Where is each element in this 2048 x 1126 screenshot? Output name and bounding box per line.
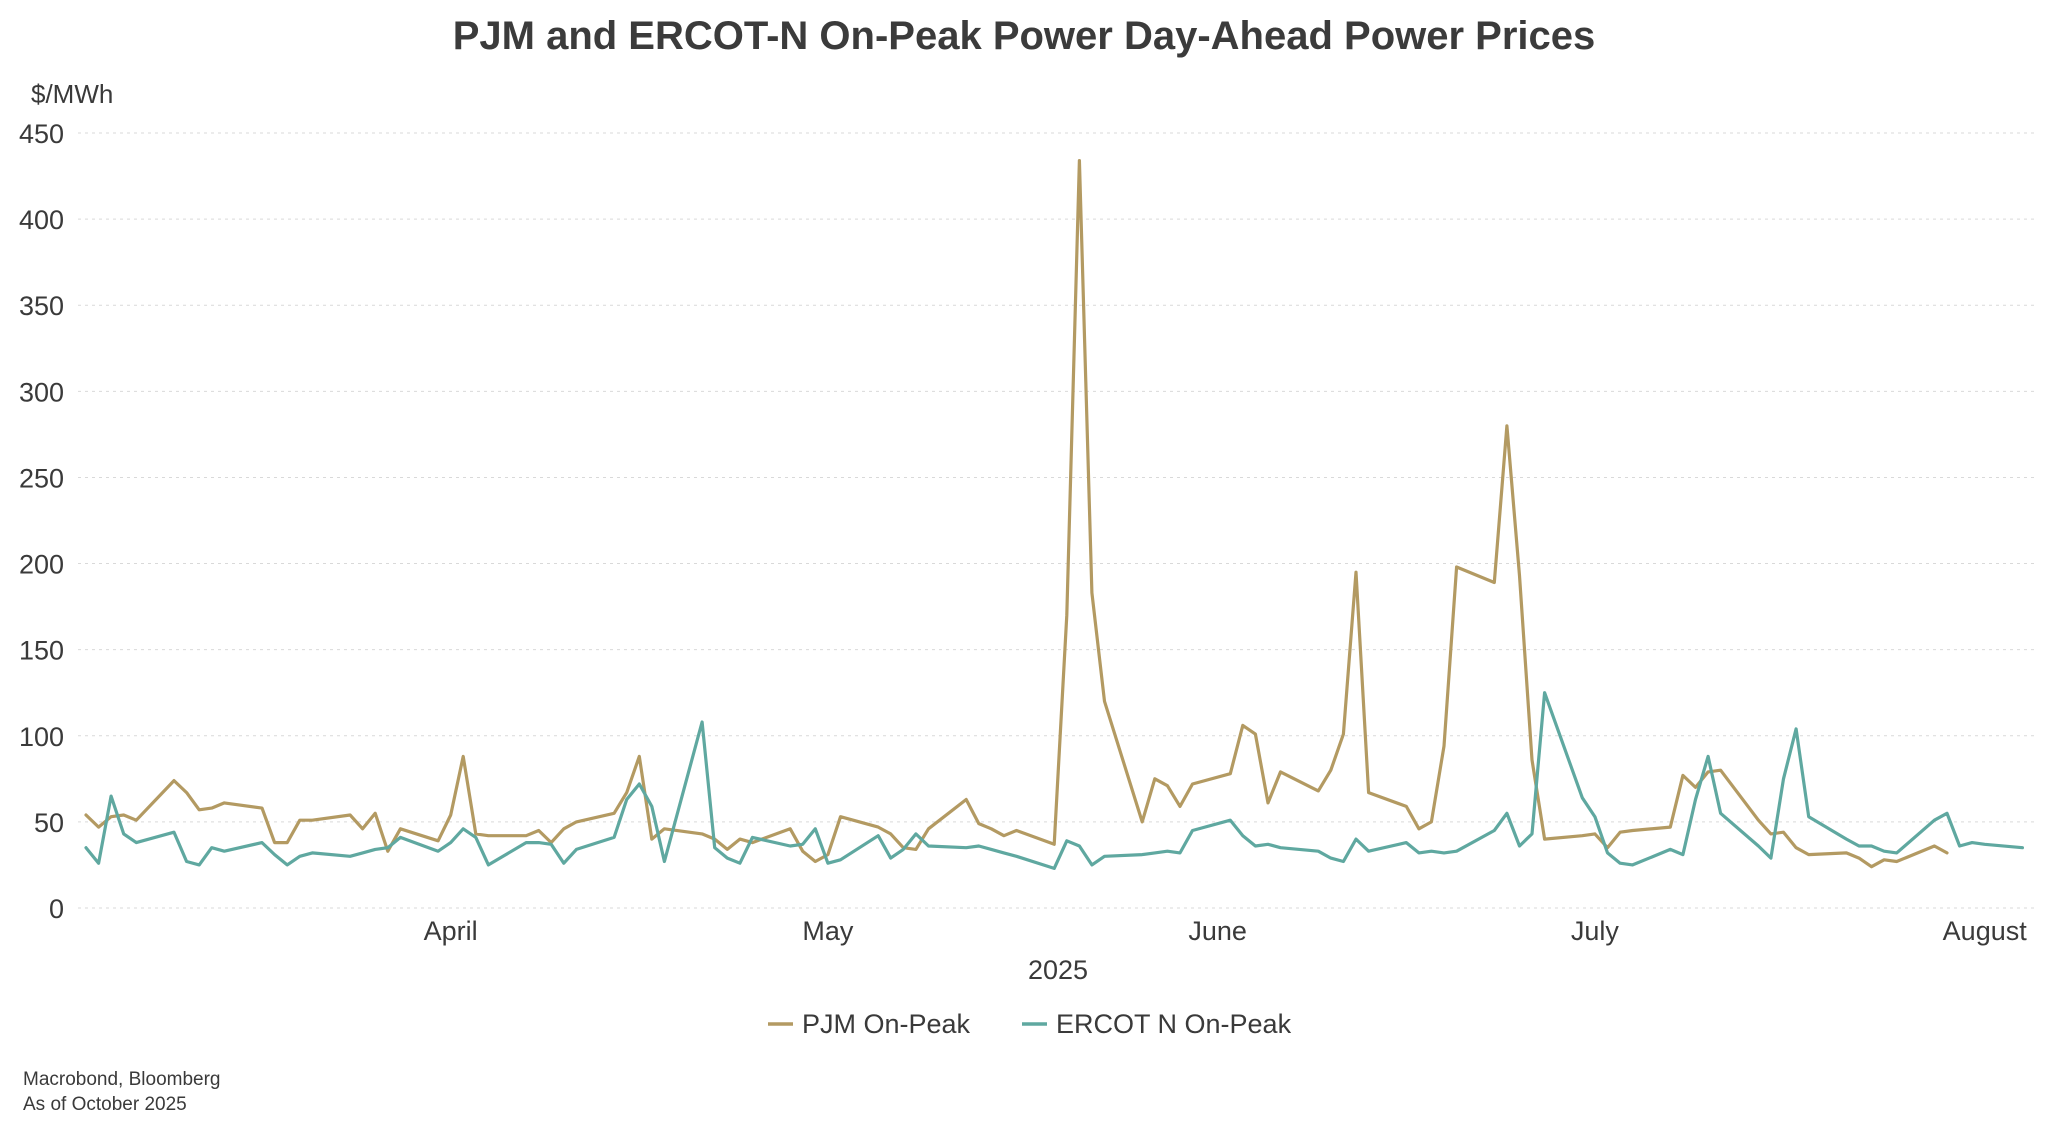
legend: PJM On-Peak ERCOT N On-Peak	[768, 1009, 1292, 1039]
y-tick-label: 400	[19, 205, 64, 235]
y-axis-ticks: 0 50 100 150 200 250 300 350 400 450	[19, 119, 64, 924]
y-axis-label: $/MWh	[31, 79, 113, 109]
series-line-pjm-on-peak	[84, 159, 1949, 869]
x-tick-label: May	[802, 916, 854, 946]
x-axis-label: 2025	[1028, 955, 1088, 985]
y-tick-label: 450	[19, 119, 64, 149]
y-tick-label: 100	[19, 722, 64, 752]
x-tick-label: July	[1571, 916, 1620, 946]
y-tick-label: 300	[19, 377, 64, 407]
legend-label: PJM On-Peak	[802, 1009, 971, 1039]
y-tick-label: 150	[19, 636, 64, 666]
y-tick-label: 200	[19, 550, 64, 580]
chart-title: PJM and ERCOT-N On-Peak Power Day-Ahead …	[452, 14, 1596, 58]
legend-label: ERCOT N On-Peak	[1056, 1009, 1292, 1039]
x-axis-ticks: April May June July August	[424, 916, 2028, 946]
series-line-ercot-n-on-peak	[84, 691, 2025, 871]
x-tick-label: June	[1188, 916, 1247, 946]
y-tick-label: 350	[19, 291, 64, 321]
source-note: Macrobond, Bloomberg	[23, 1069, 221, 1090]
y-tick-label: 250	[19, 463, 64, 493]
as-of-note: As of October 2025	[23, 1094, 187, 1115]
x-tick-label: August	[1943, 916, 2028, 946]
x-tick-label: April	[424, 916, 478, 946]
y-tick-label: 0	[49, 894, 64, 924]
series-lines	[84, 159, 2025, 871]
y-tick-label: 50	[34, 808, 64, 838]
